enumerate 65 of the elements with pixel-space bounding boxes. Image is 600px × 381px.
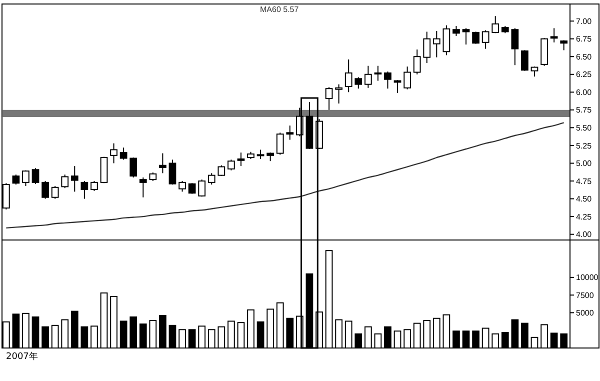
y-tick-label: 4.50	[576, 194, 592, 204]
candlestick	[413, 48, 421, 75]
candlestick	[364, 65, 372, 88]
text: MA60 5.57	[260, 5, 300, 14]
y-tick-label: 6.00	[576, 88, 592, 97]
candlestick	[482, 30, 490, 50]
candlestick	[12, 174, 20, 186]
candlestick	[462, 28, 470, 46]
candlestick	[42, 180, 49, 200]
candlestick	[404, 66, 411, 90]
y-tick-label: 5.75	[576, 106, 592, 115]
candlestick	[442, 24, 450, 56]
candlestick	[374, 65, 382, 82]
y-tick-label: 6.25	[576, 70, 592, 80]
candlestick	[325, 86, 333, 110]
candlestick	[384, 71, 392, 90]
candlestick	[286, 125, 294, 140]
candlestick	[530, 66, 538, 78]
candlestick	[120, 147, 128, 160]
candlestick	[130, 157, 138, 178]
candlestick	[256, 149, 264, 160]
candlestick	[110, 142, 118, 164]
y-tick-label: 4.75	[576, 176, 592, 186]
candlestick	[32, 168, 40, 184]
y-tick-label: 7500	[576, 290, 594, 300]
candlestick	[70, 166, 78, 192]
line-series	[6, 122, 564, 229]
candlestick	[472, 31, 480, 44]
candlestick	[61, 174, 69, 189]
candlestick	[452, 26, 460, 36]
bar	[306, 273, 314, 348]
candlestick	[511, 28, 519, 66]
candlestick	[237, 152, 245, 167]
y-tick-label: 6.50	[576, 52, 592, 62]
candlestick	[139, 176, 147, 198]
y-tick-label: 7.00	[576, 16, 592, 26]
candlestick	[550, 28, 558, 43]
candlestick	[159, 152, 166, 174]
y-tick-label: 5.00	[576, 159, 592, 168]
candlestick	[228, 159, 235, 171]
y-tick-label: 6.75	[576, 34, 592, 44]
candlestick	[188, 182, 196, 194]
candlestick	[344, 58, 352, 93]
candlestick	[80, 180, 88, 200]
candlestick	[354, 76, 362, 90]
candlestick	[208, 172, 216, 186]
candlestick	[178, 180, 186, 192]
candlestick	[276, 132, 284, 156]
candlestick	[198, 179, 206, 198]
y-tick-label: 5000	[576, 308, 594, 318]
candlestick	[423, 31, 431, 64]
y-tick-label: 10000	[576, 273, 599, 282]
candlestick	[432, 30, 440, 58]
candlestick	[521, 50, 528, 72]
text: 2007年	[6, 351, 38, 362]
candlestick	[22, 170, 30, 186]
candlestick	[492, 16, 500, 34]
y-tick-label: 4.00	[576, 230, 592, 240]
candlestick	[335, 84, 342, 104]
y-tick-label: 5.25	[576, 141, 592, 150]
candlestick	[90, 180, 98, 192]
y-tick-label: 4.25	[576, 212, 592, 222]
y-tick-label: 5.50	[576, 123, 592, 132]
candlestick	[51, 185, 59, 200]
candlestick	[168, 159, 176, 186]
